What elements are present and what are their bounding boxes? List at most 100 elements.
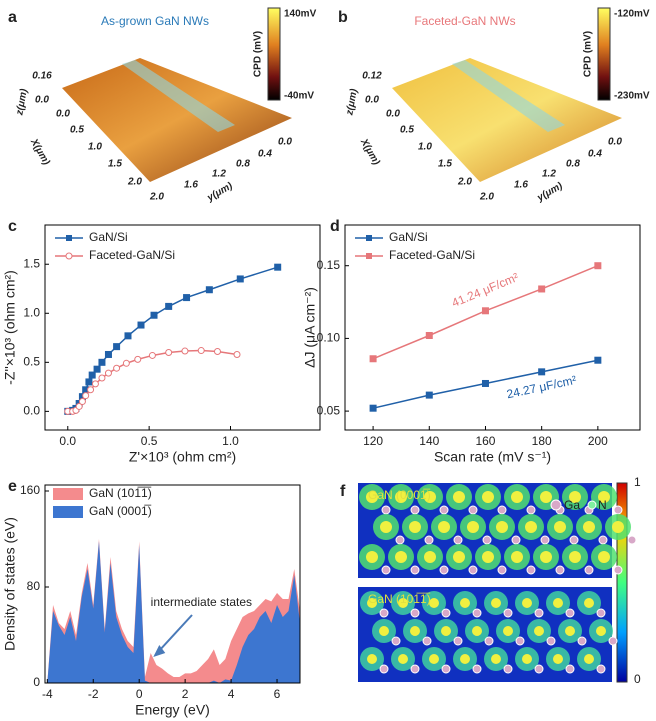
density-core [598,491,610,503]
marker [165,349,173,357]
legend-n [587,500,597,510]
y-tick: 0.0 [608,137,622,148]
density-core [598,551,610,563]
marker [205,286,213,294]
z-tick: 0.0 [365,95,379,106]
image-title: As-grown GaN NWs [101,14,209,28]
y-tick: 2.0 [149,192,164,203]
y-tick: 2.0 [479,192,494,203]
x-axis-label: Scan rate (mV s⁻¹) [434,449,551,465]
marker [98,374,106,382]
region-label: GaN (0001̅) [368,488,431,502]
x-tick: 0.0 [386,109,400,120]
colorbar-title: CPD (mV) [583,31,594,77]
y-tick-label: 0.05 [317,403,341,417]
x-tick-label: 200 [588,434,608,448]
arrow-head [153,645,166,657]
colorbar-min: -40mV [284,91,314,102]
plot-frame [44,224,321,431]
density-core [540,491,552,503]
x-tick-label: 6 [274,687,281,701]
ga-atom [441,608,451,618]
ga-atom [526,505,536,515]
marker [75,402,83,410]
ga-atom [627,535,637,545]
y-axis-label: ΔJ (μA cm⁻²) [302,287,318,368]
marker [122,359,130,367]
x-axis-label: Z'×10³ (ohm cm²) [129,449,236,465]
y-tick: 1.6 [184,180,198,191]
y-tick-label: 0.10 [317,331,341,345]
x-label: X(μm) [358,136,382,167]
colorbar [267,7,281,101]
marker [98,358,106,366]
y-tick-label: 1.0 [23,305,40,319]
density-core [522,654,532,664]
legend-ga [550,499,562,511]
ga-atom [482,535,492,545]
marker [87,386,95,394]
panel-label: d [330,218,340,235]
x-tick: 1.5 [108,159,122,170]
density-core [503,626,513,636]
panel-label: b [338,9,348,26]
legend-marker [366,253,372,259]
colorbar-max: -120mV [614,9,650,20]
colorbar [597,7,611,101]
marker [148,351,156,359]
density-core [583,521,595,533]
image-title: Faceted-GaN NWs [414,14,515,28]
marker [150,311,158,319]
marker [425,391,433,399]
ga-atom [526,565,536,575]
marker [104,350,112,358]
ga-atom [453,636,463,646]
density-core [472,626,482,636]
legend-marker [65,252,73,260]
marker [137,321,145,329]
density-core [565,626,575,636]
density-core [367,654,377,664]
marker [481,379,489,387]
ga-atom [410,664,420,674]
panel-label: f [340,483,346,500]
ga-atom [565,664,575,674]
ga-atom [497,505,507,515]
density-core [584,654,594,664]
legend-label: N [598,498,607,512]
x-label: X(μm) [28,136,52,167]
legend-label: GaN (101̅1̅) [89,486,152,500]
surface [392,58,622,182]
ga-atom [555,565,565,575]
ga-atom [497,565,507,575]
marker [369,355,377,363]
x-tick-label: 2 [182,687,189,701]
highlight [452,60,565,132]
ga-atom [410,608,420,618]
y-tick-label: 160 [20,483,40,497]
ga-atom [410,565,420,575]
density-core [569,491,581,503]
density-core [395,491,407,503]
ga-atom [613,565,623,575]
ga-atom [534,608,544,618]
x-tick: 2.0 [127,177,142,188]
series-line [67,266,278,413]
ga-atom [503,664,513,674]
density-core [584,598,594,608]
marker [481,307,489,315]
panel-f: f 1 0 GaN (0001̅) GaN (101̅1̅) Ga N [340,475,641,686]
density-core [410,626,420,636]
legend-label: Ga [564,498,580,512]
marker [82,392,90,400]
marker [594,356,602,364]
legend-label: GaN/Si [389,230,428,244]
marker [85,378,93,386]
density-core [569,551,581,563]
density-core [522,598,532,608]
y-label: y(μm) [535,180,565,204]
area [47,541,300,683]
density-core [453,491,465,503]
y-tick-label: 0.5 [23,354,40,368]
